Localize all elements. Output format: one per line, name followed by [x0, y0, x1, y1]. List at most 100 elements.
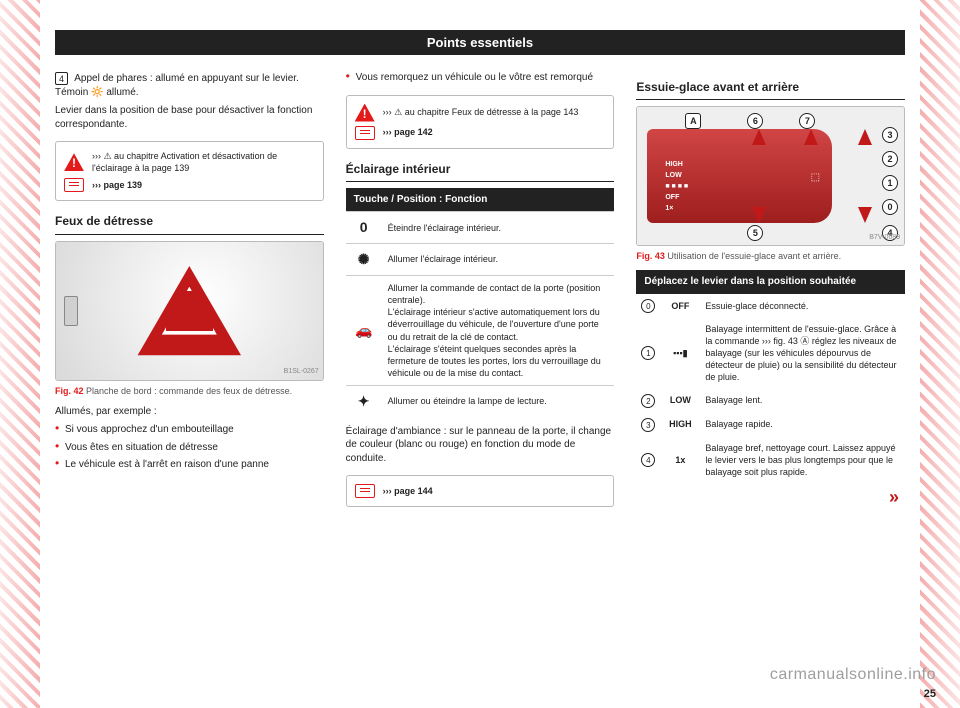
- figure-43-text: Utilisation de l'essuie-glace avant et a…: [667, 251, 841, 261]
- row1-text: Éteindre l'éclairage intérieur.: [382, 212, 615, 244]
- bubble-7: 7: [799, 113, 815, 129]
- callout-3: ››› page 144: [346, 475, 615, 507]
- bullet-1: Si vous approchez d'un embouteillage: [55, 423, 324, 437]
- callout-1-line1: ››› ⚠ au chapitre Activation et désactiv…: [92, 150, 315, 174]
- bullet-4: Vous remorquez un véhicule ou le vôtre e…: [346, 71, 615, 85]
- figure-42-code: B1SL-0267: [284, 367, 319, 376]
- watermark: carmanualsonline.info: [770, 666, 936, 684]
- book-icon: [355, 126, 375, 140]
- column-1: 4 Appel de phares : allumé en appuyant s…: [55, 67, 324, 517]
- sym-read: ✦: [358, 393, 370, 409]
- pos-1-txt: Balayage intermittent de l'essuie-glace.…: [700, 318, 905, 389]
- arrow-down-icon: [752, 207, 766, 223]
- pos-1-sym: ▪▪▪▮: [660, 318, 700, 389]
- bullet-2: Vous êtes en situation de détresse: [55, 441, 324, 455]
- row3-text: Allumer la commande de contact de la por…: [382, 275, 615, 385]
- callout-3-line: ››› page 144: [383, 485, 433, 497]
- pos-3-sym: HIGH: [660, 413, 700, 437]
- col1-para2: Allumés, par exemple :: [55, 405, 324, 419]
- arrow-up-icon: [804, 129, 818, 145]
- callout-1-line2: ››› page 139: [92, 179, 142, 191]
- table-row: ✦ Allumer ou éteindre la lampe de lectur…: [346, 386, 615, 417]
- figure-42-text: Planche de bord : commande des feux de d…: [86, 386, 292, 396]
- table-row: 1 ▪▪▪▮ Balayage intermittent de l'essuie…: [636, 318, 905, 389]
- pos-0-sym: OFF: [660, 294, 700, 318]
- table-row: 0 OFF Essuie-glace déconnecté.: [636, 294, 905, 318]
- figure-43: HIGH LOW ■ ■ ■ ■ OFF 1× ⬚ A 6 7 5 3 2 1 …: [636, 106, 905, 246]
- arrow-down-icon: [858, 207, 872, 223]
- bubble-3: 3: [882, 127, 898, 143]
- page-header: Points essentiels: [55, 30, 905, 55]
- pos-1-num: 1: [641, 346, 655, 360]
- item-4: 4 Appel de phares : allumé en appuyant s…: [55, 72, 324, 99]
- figure-43-caption: Fig. 43 Utilisation de l'essuie-glace av…: [636, 250, 905, 262]
- arrow-up-icon: [752, 129, 766, 145]
- table-row: 4 1x Balayage bref, nettoyage court. Lai…: [636, 437, 905, 483]
- column-3: Essuie-glace avant et arrière HIGH LOW ■…: [636, 67, 905, 517]
- table-row: 2 LOW Balayage lent.: [636, 389, 905, 413]
- bubble-1: 1: [882, 175, 898, 191]
- callout-2: ››› ⚠ au chapitre Feux de détresse à la …: [346, 95, 615, 149]
- item-4-number: 4: [55, 72, 68, 85]
- interior-light-table: 0 Éteindre l'éclairage intérieur. ✺ Allu…: [346, 211, 615, 417]
- book-icon: [355, 484, 375, 498]
- warning-icon: [64, 153, 84, 171]
- hazard-triangle-inner: [162, 287, 217, 335]
- pos-4-sym: 1x: [660, 437, 700, 483]
- section-eclairage-interieur: Éclairage intérieur: [346, 159, 615, 182]
- pos-4-txt: Balayage bref, nettoyage court. Laissez …: [700, 437, 905, 483]
- table-row: 3 HIGH Balayage rapide.: [636, 413, 905, 437]
- section-essuie-glace: Essuie-glace avant et arrière: [636, 77, 905, 100]
- table-row: 0 Éteindre l'éclairage intérieur.: [346, 212, 615, 244]
- figure-42-num: Fig. 42: [55, 386, 84, 396]
- pos-3-num: 3: [641, 418, 655, 432]
- pos-2-sym: LOW: [660, 389, 700, 413]
- pos-3-txt: Balayage rapide.: [700, 413, 905, 437]
- book-icon: [64, 178, 84, 192]
- pos-2-num: 2: [641, 394, 655, 408]
- row2-text: Allumer l'éclairage intérieur.: [382, 244, 615, 276]
- table-row: 🚗 Allumer la commande de contact de la p…: [346, 275, 615, 385]
- pos-2-txt: Balayage lent.: [700, 389, 905, 413]
- wiper-position-table: 0 OFF Essuie-glace déconnecté. 1 ▪▪▪▮ Ba…: [636, 294, 905, 483]
- sym-on: ✺: [358, 251, 370, 267]
- page-number: 25: [924, 688, 936, 700]
- hazard-illustration: [56, 242, 323, 380]
- bubble-6: 6: [747, 113, 763, 129]
- wiper-lever-labels: HIGH LOW ■ ■ ■ ■ OFF 1×: [665, 159, 688, 214]
- figure-43-code: B7V-0689: [869, 233, 900, 242]
- table-row: ✺ Allumer l'éclairage intérieur.: [346, 244, 615, 276]
- row4-text: Allumer ou éteindre la lampe de lecture.: [382, 386, 615, 417]
- figure-42-caption: Fig. 42 Planche de bord : commande des f…: [55, 385, 324, 397]
- warning-icon: [355, 104, 375, 122]
- bubble-A: A: [685, 113, 701, 129]
- section-feux-detresse: Feux de détresse: [55, 211, 324, 234]
- figure-43-num: Fig. 43: [636, 251, 665, 261]
- wiper-rear-icon: ⬚: [811, 171, 820, 185]
- hazard-triangle-button: [134, 263, 244, 358]
- arrow-up-icon: [858, 129, 872, 145]
- column-2: Vous remorquez un véhicule ou le vôtre e…: [346, 67, 615, 517]
- hazard-panel-edge: [64, 296, 78, 326]
- table-header-interior: Touche / Position : Fonction: [346, 188, 615, 212]
- sym-door: 🚗: [355, 322, 372, 338]
- item-4-text: Appel de phares : allumé en appuyant sur…: [55, 73, 299, 98]
- pos-4-num: 4: [641, 453, 655, 467]
- col2-bullets: Vous remorquez un véhicule ou le vôtre e…: [346, 71, 615, 85]
- callout-1: ››› ⚠ au chapitre Activation et désactiv…: [55, 141, 324, 201]
- page: Points essentiels 4 Appel de phares : al…: [0, 0, 960, 708]
- figure-42: B1SL-0267: [55, 241, 324, 381]
- continue-marker: »: [889, 485, 899, 509]
- bubble-5: 5: [747, 225, 763, 241]
- bubble-0: 0: [882, 199, 898, 215]
- pos-0-txt: Essuie-glace déconnecté.: [700, 294, 905, 318]
- bubble-2: 2: [882, 151, 898, 167]
- callout-2-line2: ››› page 142: [383, 126, 433, 138]
- callout-2-line1: ››› ⚠ au chapitre Feux de détresse à la …: [383, 106, 579, 118]
- wiper-illustration: HIGH LOW ■ ■ ■ ■ OFF 1× ⬚ A 6 7 5 3 2 1 …: [637, 107, 904, 245]
- col2-para3: Éclairage d'ambiance : sur le panneau de…: [346, 425, 615, 466]
- col1-para1: Levier dans la position de base pour dés…: [55, 104, 324, 131]
- sym-0: 0: [360, 219, 368, 235]
- bullet-3: Le véhicule est à l'arrêt en raison d'un…: [55, 458, 324, 472]
- columns: 4 Appel de phares : allumé en appuyant s…: [55, 67, 905, 517]
